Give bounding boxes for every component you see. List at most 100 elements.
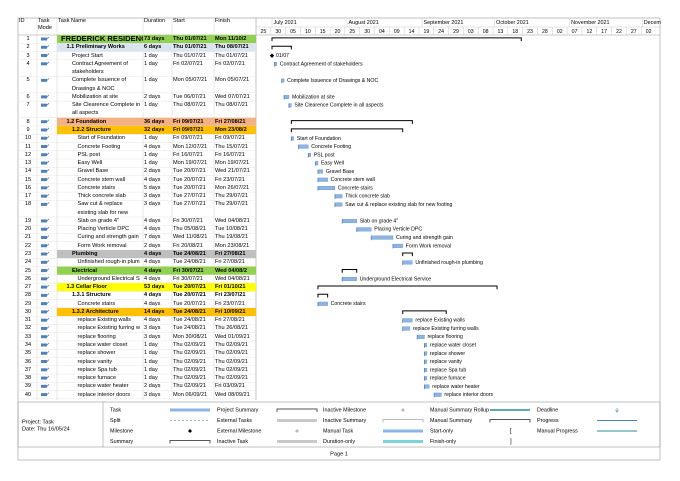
task-name: Gravel Base: [77, 168, 109, 175]
task-duration: 4 days: [144, 292, 162, 299]
task-finish: Thu 15/07/21: [215, 143, 248, 150]
task-mode-pin: [46, 367, 50, 371]
task-id: 32: [24, 325, 32, 332]
task-name: Complete Issuence of Drawings & NOC: [72, 77, 127, 92]
task-start: Mon 30/08/21: [173, 333, 208, 340]
task-mode-icon: [41, 120, 47, 124]
task-id: 33: [24, 333, 32, 340]
task-bar: [317, 177, 328, 182]
task-finish: Wed 08/09/21: [215, 391, 250, 398]
task-mode-pin: [46, 119, 50, 122]
task-duration: 2 days: [144, 383, 161, 390]
task-finish: Wed 07/07/21: [215, 93, 250, 100]
task-duration: 1 day: [144, 366, 158, 373]
bar-label: replace interior doors: [444, 392, 493, 398]
task-mode-icon: [41, 128, 47, 132]
task-name: replace vanity: [77, 358, 113, 365]
task-name: Easy Well: [77, 160, 103, 167]
task-id: 26: [24, 275, 32, 282]
task-start: Fri 30/07/21: [173, 267, 204, 274]
task-id: 1: [26, 36, 30, 42]
bar-label: replace furnace: [430, 376, 466, 382]
task-id: 38: [24, 375, 32, 382]
task-mode-icon: [41, 194, 47, 198]
day-label: 17: [601, 29, 607, 35]
task-mode-icon: [41, 368, 47, 372]
task-mode-pin: [46, 350, 50, 354]
task-finish: Thu 29/07/21: [215, 201, 248, 208]
task-finish: Wed 04/08/21: [215, 217, 250, 224]
task-name: Plumbing: [72, 251, 98, 258]
task-id: 27: [24, 284, 32, 291]
task-name: Concrete stem wall: [77, 176, 126, 183]
task-mode-pin: [46, 317, 50, 321]
task-bar: [334, 202, 343, 207]
task-mode-pin: [46, 301, 50, 304]
day-label: 28: [542, 29, 548, 35]
task-id: 25: [24, 267, 32, 274]
task-duration: 3 days: [144, 201, 161, 208]
legend-label: Project Summary: [217, 407, 259, 413]
legend-label: Manual Task: [323, 428, 353, 434]
task-name: 1.3.1 Structure: [72, 292, 111, 299]
task-name: PSL post: [77, 151, 101, 158]
bar-label: replace shower: [430, 351, 465, 357]
task-name: Mobilization at site: [72, 93, 119, 100]
task-name: Contract Agreement of stakeholders: [72, 60, 128, 76]
column-header: ID: [19, 18, 25, 24]
task-bar: [392, 243, 403, 248]
task-id: 40: [24, 391, 32, 398]
task-duration: 1 day: [144, 350, 158, 357]
task-start: Thu 01/07/21: [173, 44, 207, 51]
task-mode-icon: [41, 277, 47, 281]
task-bar: [283, 95, 290, 99]
task-mode-icon: [41, 269, 47, 273]
task-start: Tue 24/08/21: [173, 325, 206, 332]
task-start: Fri 30/07/21: [173, 217, 203, 224]
legend-label: Start-only: [430, 428, 453, 434]
task-duration: 4 days: [144, 300, 161, 307]
legend-label: Manual Summary Rollup: [430, 407, 489, 413]
task-finish: Thu 02/09/21: [215, 375, 248, 382]
task-mode-pin: [46, 251, 50, 255]
column-header: Finish: [215, 18, 230, 24]
task-mode-icon: [41, 285, 47, 289]
task-duration: 32 days: [144, 126, 165, 133]
bar-label: 01/07: [276, 53, 289, 59]
task-id: 36: [24, 358, 32, 365]
task-mode-icon: [41, 153, 47, 157]
task-mode-pin: [46, 44, 50, 48]
task-finish: Fri 23/07/21: [215, 292, 246, 299]
task-start: Tue 06/07/21: [173, 93, 206, 100]
task-id: 37: [24, 366, 32, 373]
task-duration: 4 days: [144, 267, 162, 274]
day-label: 19: [423, 29, 429, 35]
task-finish: Fri 27/08/21: [215, 251, 246, 258]
task-mode-pin: [46, 177, 50, 180]
task-mode-pin: [46, 127, 50, 131]
bar-label: Concrete stem wall: [331, 177, 375, 183]
day-label: 12: [586, 29, 592, 35]
summary-bar: [402, 252, 413, 257]
task-duration: 4 days: [144, 317, 161, 324]
task-name: FREDERICK RESIDENCE: [61, 35, 143, 43]
task-id: 24: [24, 259, 32, 266]
task-bar: [402, 326, 411, 331]
bar-label: replace Spa tub: [430, 367, 466, 373]
task-mode-icon: [41, 260, 47, 264]
task-mode-icon: [41, 45, 47, 49]
bar-label: replace vanity: [430, 359, 462, 365]
legend-label: Duration-only: [323, 439, 355, 445]
day-label: 30: [364, 29, 370, 35]
task-id: 6: [26, 93, 30, 100]
task-name: 1.3.2 Architecture: [72, 308, 119, 315]
task-bar: [402, 318, 413, 323]
task-bar: [298, 144, 309, 149]
task-bar: [356, 227, 372, 232]
task-mode-icon: [41, 235, 47, 239]
task-start: Thu 02/09/21: [173, 358, 206, 365]
legend-swatch: [276, 408, 318, 412]
task-name: Project Start: [72, 52, 103, 59]
task-id: 3: [26, 52, 30, 59]
